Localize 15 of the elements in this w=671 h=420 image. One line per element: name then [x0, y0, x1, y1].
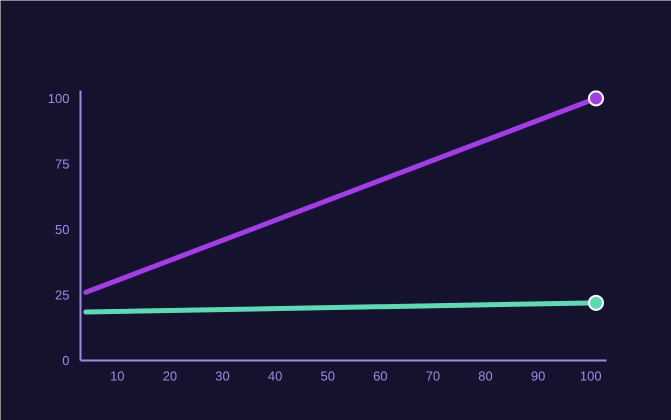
y-tick-label: 75 [55, 156, 70, 172]
x-tick-label: 50 [320, 368, 335, 384]
x-tick-label: 80 [478, 368, 493, 384]
x-tick-label: 100 [580, 368, 602, 384]
x-tick-label: 60 [373, 368, 388, 384]
x-tick-label: 90 [530, 368, 546, 384]
x-tick-label: 40 [268, 368, 282, 384]
x-tick-label: 10 [110, 368, 125, 384]
y-tick-label: 100 [48, 90, 70, 106]
y-tick-label: 25 [55, 287, 70, 302]
y-tick-label: 0 [62, 353, 70, 368]
x-tick-label: 30 [215, 368, 230, 384]
x-tick-label: 20 [162, 368, 178, 384]
y-tick-label: 50 [55, 222, 70, 237]
x-tick-label: 70 [426, 368, 440, 384]
